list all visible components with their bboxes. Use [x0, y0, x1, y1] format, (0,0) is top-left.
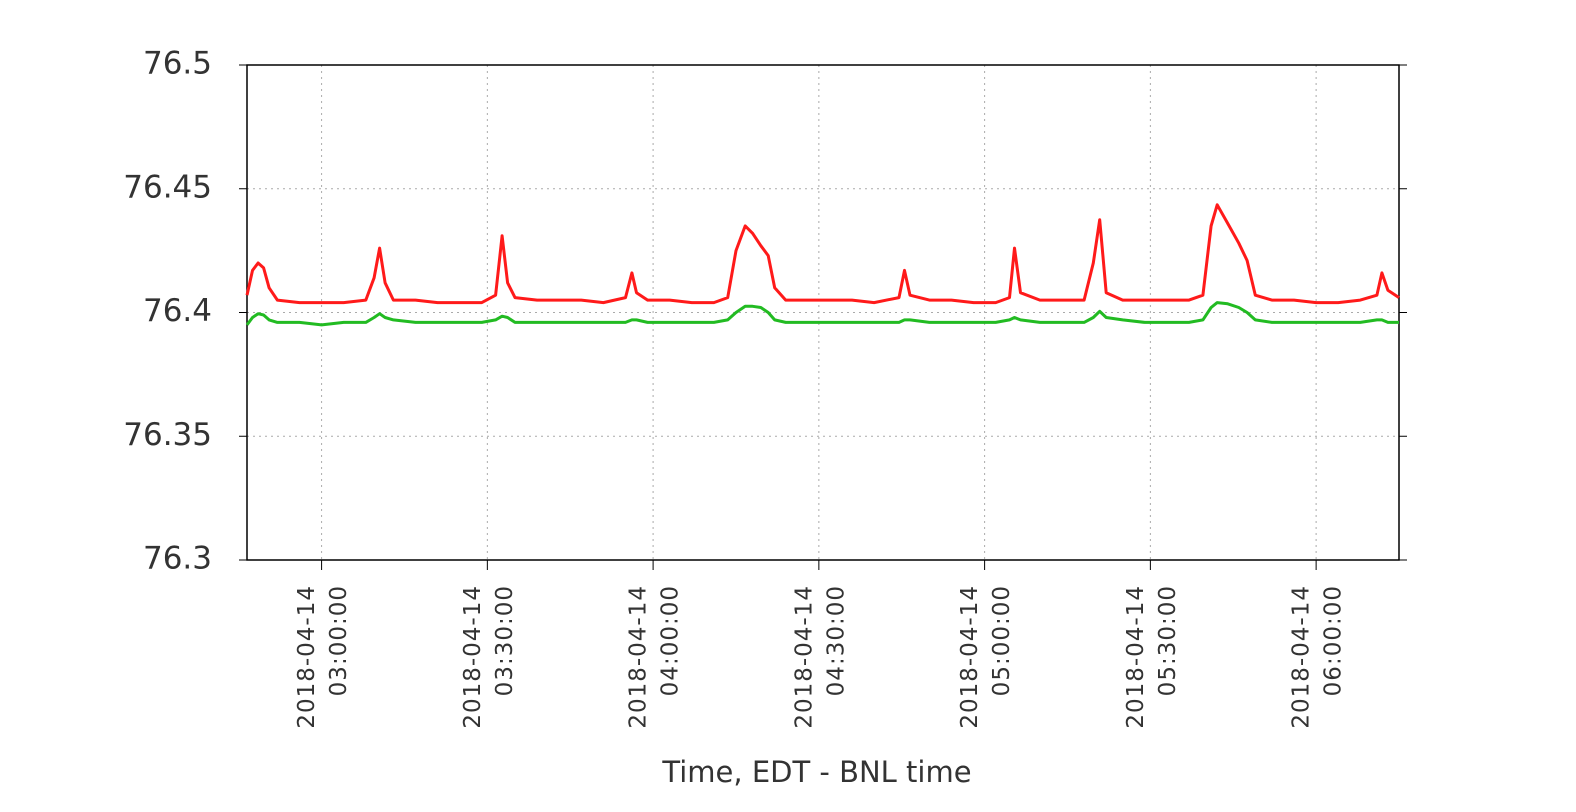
x-tick-label: 2018-04-14 [1289, 585, 1315, 729]
x-tick-label: 03:00:00 [326, 585, 352, 696]
x-tick-label: 03:30:00 [492, 585, 518, 696]
x-tick-label: 2018-04-14 [791, 585, 817, 729]
x-tick-label: 2018-04-14 [626, 585, 652, 729]
x-tick-label: 04:30:00 [823, 585, 849, 696]
x-tick-label: 06:00:00 [1321, 585, 1347, 696]
x-tick-label: 05:00:00 [989, 585, 1015, 696]
y-tick-label: 76.45 [123, 169, 212, 205]
x-tick-label: 2018-04-14 [294, 585, 320, 729]
y-tick-label: 76.5 [143, 46, 212, 82]
x-tick-label: 2018-04-14 [957, 585, 983, 729]
series-line [245, 301, 1399, 327]
x-tick-label: 05:30:00 [1155, 585, 1181, 696]
y-tick-label: 76.3 [143, 541, 212, 577]
x-axis-label: Time, EDT - BNL time [661, 755, 971, 789]
x-tick-label: 04:00:00 [658, 585, 684, 696]
x-tick-label: 2018-04-14 [460, 585, 486, 729]
series-line [245, 203, 1400, 305]
y-tick-label: 76.35 [123, 417, 212, 453]
y-tick-label: 76.4 [143, 293, 212, 329]
plot-frame [246, 64, 1400, 561]
x-tick-label: 2018-04-14 [1123, 585, 1149, 729]
